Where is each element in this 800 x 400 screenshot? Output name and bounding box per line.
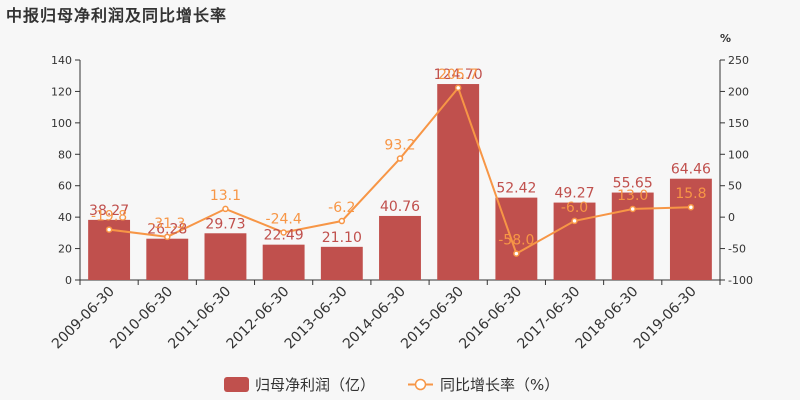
growth-value-label: 15.8: [675, 186, 706, 202]
growth-value-label: -24.4: [266, 211, 302, 227]
bar-value-label: 40.76: [380, 199, 420, 215]
growth-value-label: -19.8: [91, 209, 127, 225]
chart-title: 中报归母净利润及同比增长率: [6, 6, 228, 25]
y-right-unit: %: [720, 32, 731, 45]
growth-value-label: 13.1: [210, 188, 241, 204]
growth-point: [396, 155, 404, 162]
growth-value-label: -31.3: [149, 216, 185, 232]
legend: 归母净利润（亿） 同比增长率（%）: [224, 376, 559, 394]
y-right-tick-label: 100: [728, 148, 749, 161]
bar: [204, 233, 247, 280]
growth-point: [338, 217, 346, 225]
y-right-tick-label: 200: [728, 85, 749, 98]
bar: [379, 215, 421, 280]
growth-value-label: 13.0: [617, 188, 648, 204]
bar: [146, 238, 189, 280]
bar-value-label: 21.10: [322, 230, 362, 246]
data-labels: 38.27 26.28 29.73 22.49 21.10 40.76 124.70 52.4…: [89, 67, 711, 249]
y-right-tick-label: 0: [728, 211, 735, 224]
growth-point: [454, 84, 462, 92]
growth-point: [513, 250, 520, 257]
growth-point: [629, 205, 636, 213]
y-left-tick-label: 120: [51, 85, 72, 98]
growth-value-label: -58.0: [498, 233, 534, 249]
y-left-tick-label: 40: [58, 211, 72, 224]
growth-value-label: 205.7: [438, 67, 478, 83]
bar-value-label: 52.42: [496, 181, 536, 197]
bar-value-label: 64.46: [671, 162, 711, 178]
y-left-tick-label: 60: [58, 180, 72, 193]
y-left-tick-label: 100: [51, 117, 72, 130]
bar-value-label: 26.28: [147, 222, 187, 238]
bar: [320, 246, 363, 280]
bar-value-label: 22.49: [264, 228, 304, 244]
growth-point: [687, 203, 695, 211]
growth-point: [105, 226, 113, 233]
legend-line-marker: [414, 378, 427, 391]
growth-value-label: 93.2: [384, 138, 415, 154]
legend-bar-swatch: [224, 377, 249, 392]
bar-value-label: 29.73: [205, 216, 245, 232]
bar-series: [88, 84, 712, 281]
y-left-tick-label: 80: [58, 148, 72, 161]
y-right-tick-label: 150: [728, 117, 749, 130]
x-tick-label: 2019-06-30: [631, 284, 700, 353]
y-left-tick-label: 0: [65, 274, 72, 287]
bar: [553, 202, 596, 280]
legend-line-label: 同比增长率（%）: [440, 376, 559, 394]
y-right-tick-label: 250: [728, 54, 749, 67]
bar-value-label: 49.27: [554, 186, 594, 202]
bar-value-label: 124.70: [434, 67, 483, 83]
growth-point: [571, 217, 578, 225]
growth-point: [280, 229, 287, 236]
line-series: [105, 84, 695, 257]
legend-bar-label: 归母净利润（亿）: [255, 376, 375, 394]
y-left-tick-label: 140: [51, 54, 72, 67]
y-right-tick-label: -100: [728, 274, 753, 287]
bar: [669, 178, 712, 280]
bar: [262, 244, 305, 280]
growth-point: [222, 205, 229, 213]
y-left-tick-label: 20: [58, 243, 72, 256]
y-right-tick-label: -50: [728, 243, 746, 256]
growth-value-label: -6.0: [561, 200, 588, 216]
bar: [611, 192, 654, 280]
bar: [437, 84, 480, 281]
bar-value-label: 38.27: [89, 203, 129, 219]
y-right-tick-label: 50: [728, 180, 742, 193]
growth-value-label: -6.2: [328, 200, 355, 216]
growth-point: [164, 233, 171, 241]
bar-value-label: 55.65: [613, 176, 653, 192]
